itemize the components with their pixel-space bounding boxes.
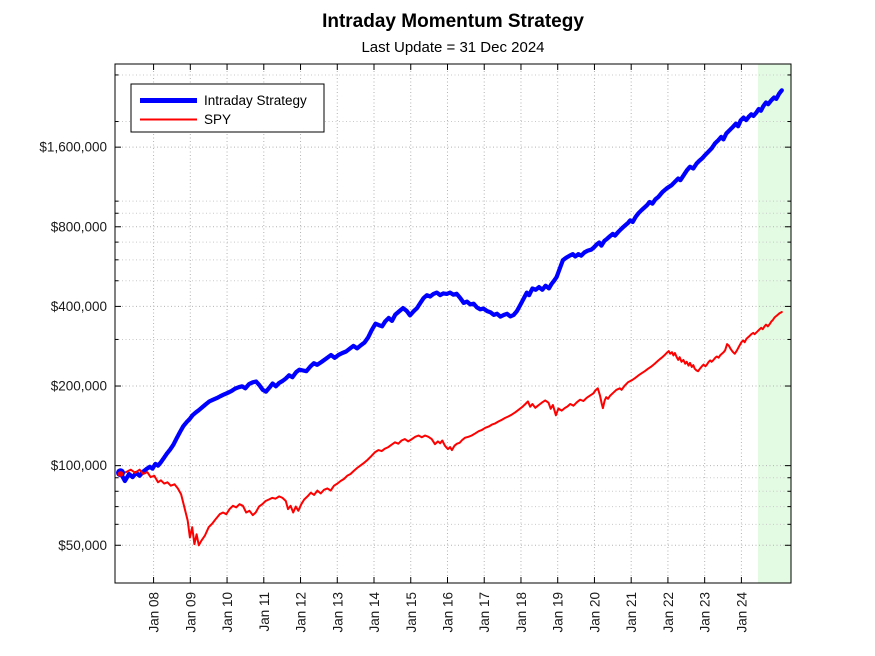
y-axis-tick-label: $400,000 <box>51 299 107 314</box>
x-axis-tick-label: Jan 14 <box>367 592 382 633</box>
series-start-marker-spy <box>117 471 124 477</box>
chart-subtitle: Last Update = 31 Dec 2024 <box>361 39 545 56</box>
y-axis-tick-label: $800,000 <box>51 219 107 234</box>
x-axis-tick-label: Jan 19 <box>551 592 566 633</box>
x-axis-tick-label: Jan 20 <box>587 592 602 633</box>
legend-label-spy: SPY <box>204 112 231 127</box>
x-axis-tick-label: Jan 23 <box>698 592 713 633</box>
x-axis-tick-label: Jan 22 <box>661 592 676 633</box>
x-axis-tick-label: Jan 10 <box>220 592 235 633</box>
x-axis-tick-label: Jan 13 <box>330 592 345 633</box>
x-axis-tick-label: Jan 11 <box>257 592 272 632</box>
x-axis-tick-label: Jan 12 <box>294 592 309 633</box>
x-axis-tick-label: Jan 15 <box>404 592 419 633</box>
legend-box <box>130 83 325 133</box>
series-line-intraday-strategy <box>118 88 784 484</box>
axes-box <box>114 63 792 584</box>
y-axis-tick-label: $100,000 <box>51 458 107 473</box>
chart-title: Intraday Momentum Strategy <box>322 11 584 32</box>
shaded-band <box>757 64 791 583</box>
x-axis-tick-label: Jan 09 <box>183 592 198 633</box>
x-axis-tick-label: Jan 17 <box>477 592 492 633</box>
x-axis-tick-label: Jan 24 <box>734 592 749 633</box>
x-axis-tick-label: Jan 21 <box>624 592 639 633</box>
y-axis-tick-label: $1,600,000 <box>39 140 107 155</box>
x-axis-tick-label: Jan 18 <box>514 592 529 633</box>
legend-label-intraday-strategy: Intraday Strategy <box>204 93 307 108</box>
x-axis-tick-label: Jan 16 <box>440 592 455 633</box>
series-line-spy <box>119 311 783 547</box>
y-axis-tick-label: $200,000 <box>51 379 107 394</box>
y-axis-tick-label: $50,000 <box>58 538 107 553</box>
x-axis-tick-label: Jan 08 <box>147 592 162 633</box>
